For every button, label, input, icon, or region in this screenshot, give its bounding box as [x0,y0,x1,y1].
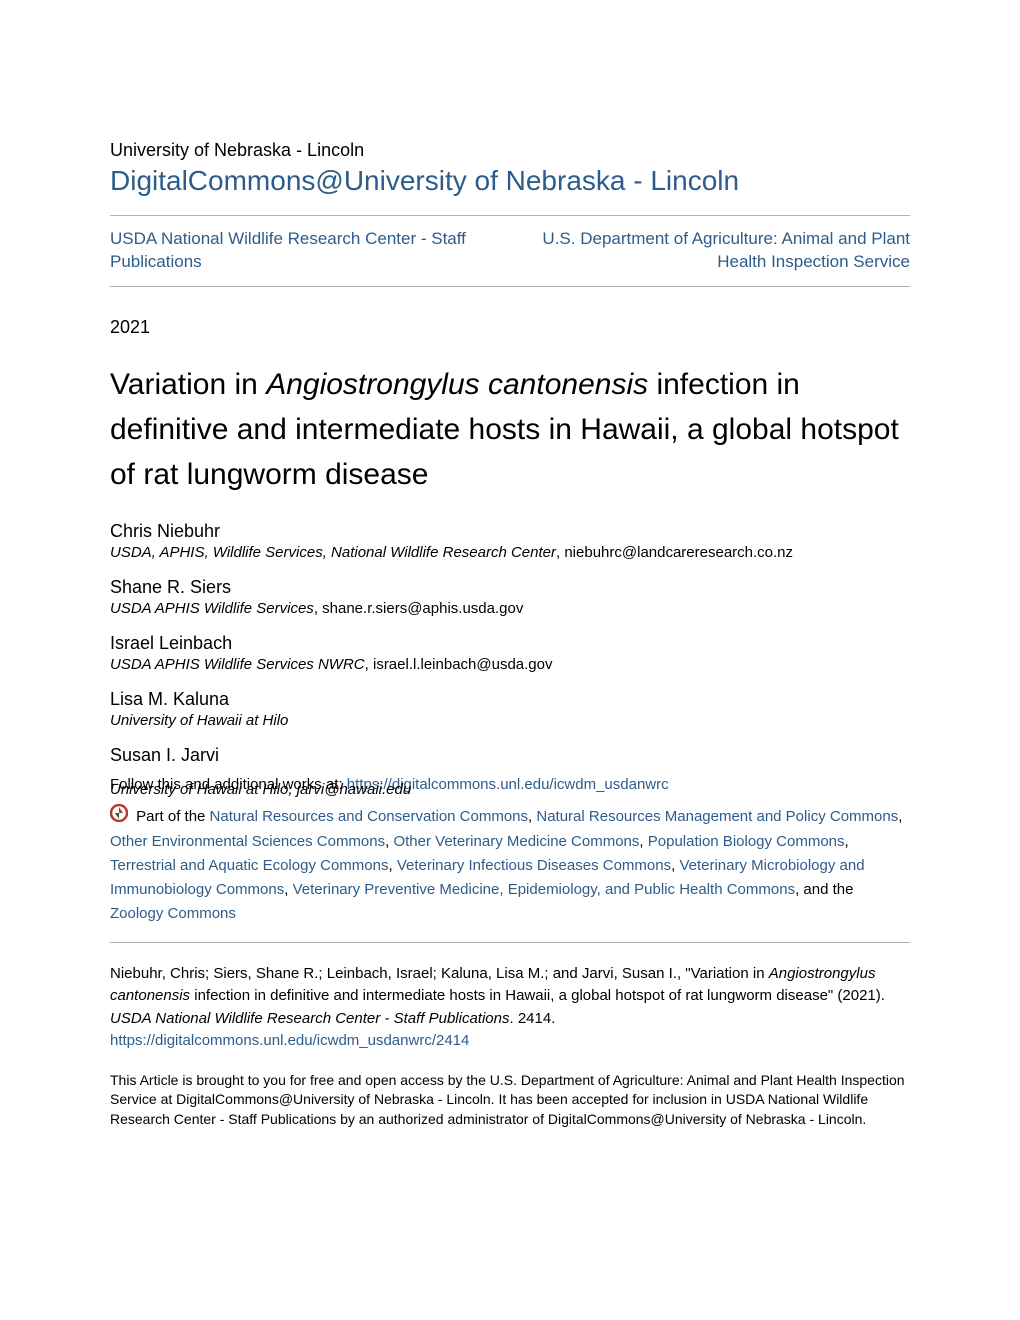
author-affiliation: USDA, APHIS, Wildlife Services, National… [110,544,910,561]
author-name: Shane R. Siers [110,577,910,598]
title-prefix: Variation in [110,368,266,401]
author-affiliation: USDA APHIS Wildlife Services NWRC, israe… [110,656,910,673]
institution-name: University of Nebraska - Lincoln [110,140,910,161]
commons-link[interactable]: Population Biology Commons [648,833,845,850]
commons-link[interactable]: Natural Resources and Conservation Commo… [210,808,528,825]
collection-link[interactable]: USDA National Wildlife Research Center -… [110,229,466,271]
author-block-3: Lisa M. Kaluna University of Hawaii at H… [110,689,910,729]
citation-suffix: . 2414. [509,1010,555,1027]
commons-link[interactable]: Other Environmental Sciences Commons [110,833,385,850]
repository-title: DigitalCommons@University of Nebraska - … [110,165,910,197]
article-title: Variation in Angiostrongylus cantonensis… [110,362,910,497]
author-block-4: Susan I. Jarvi [110,745,910,766]
author-block-1: Shane R. Siers USDA APHIS Wildlife Servi… [110,577,910,617]
citation-series-italic: USDA National Wildlife Research Center -… [110,1010,509,1027]
author-name: Chris Niebuhr [110,521,910,542]
divider-top [110,215,910,216]
author-name: Lisa M. Kaluna [110,689,910,710]
author-name: Susan I. Jarvi [110,745,910,766]
commons-link[interactable]: Terrestrial and Aquatic Ecology Commons [110,857,388,874]
divider-under-links [110,286,910,287]
author-name: Israel Leinbach [110,633,910,654]
citation-link[interactable]: https://digitalcommons.unl.edu/icwdm_usd… [110,1032,469,1049]
author-block-2: Israel Leinbach USDA APHIS Wildlife Serv… [110,633,910,673]
publication-year: 2021 [110,317,910,338]
part-of-prefix: Part of the [136,808,209,825]
citation-block: Niebuhr, Chris; Siers, Shane R.; Leinbac… [110,963,910,1053]
author-affiliation: University of Hawaii at Hilo [110,712,910,729]
citation-mid: infection in definitive and intermediate… [190,987,885,1004]
collection-link-wrapper: USDA National Wildlife Research Center -… [110,228,494,274]
citation-authors: Niebuhr, Chris; Siers, Shane R.; Leinbac… [110,965,769,982]
part-of-block: Part of the Natural Resources and Conser… [110,804,910,926]
commons-link[interactable]: Other Veterinary Medicine Commons [393,833,639,850]
department-link-wrapper: U.S. Department of Agriculture: Animal a… [526,228,910,274]
author-block-0: Chris Niebuhr USDA, APHIS, Wildlife Serv… [110,521,910,561]
author-affiliation: USDA APHIS Wildlife Services, shane.r.si… [110,600,910,617]
commons-link[interactable]: Natural Resources Management and Policy … [536,808,898,825]
header-link-row: USDA National Wildlife Research Center -… [110,228,910,274]
network-icon [110,804,128,830]
department-link[interactable]: U.S. Department of Agriculture: Animal a… [542,229,910,271]
commons-link[interactable]: Veterinary Preventive Medicine, Epidemio… [293,881,795,898]
commons-link[interactable]: Veterinary Infectious Diseases Commons [397,857,671,874]
disclaimer-text: This Article is brought to you for free … [110,1071,910,1130]
commons-join: , and the [795,881,853,898]
divider-before-citation [110,942,910,943]
commons-link[interactable]: Zoology Commons [110,905,236,922]
repository-link[interactable]: DigitalCommons@University of Nebraska - … [110,165,739,196]
title-species-italic: Angiostrongylus cantonensis [266,368,648,401]
